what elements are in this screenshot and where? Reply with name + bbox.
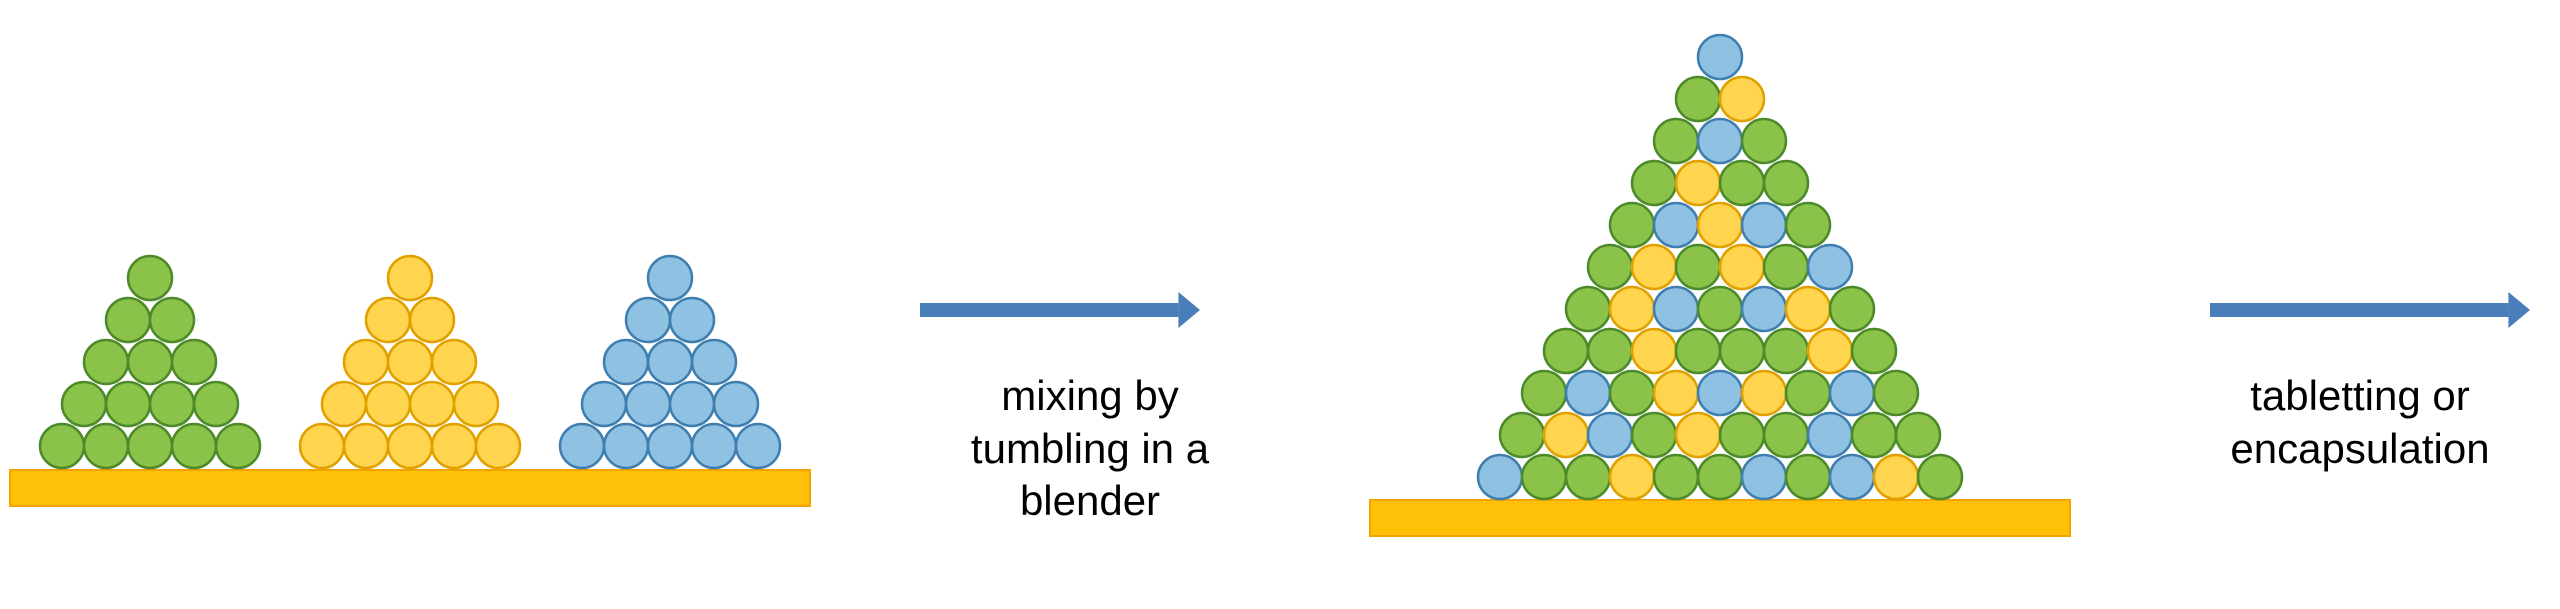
diagram-svg: [0, 0, 2560, 609]
label-mixing: mixing bytumbling in ablender: [930, 370, 1250, 528]
label-tabletting: tabletting orencapsulation: [2180, 370, 2540, 475]
diagram-stage: mixing bytumbling in ablender tabletting…: [0, 0, 2560, 609]
